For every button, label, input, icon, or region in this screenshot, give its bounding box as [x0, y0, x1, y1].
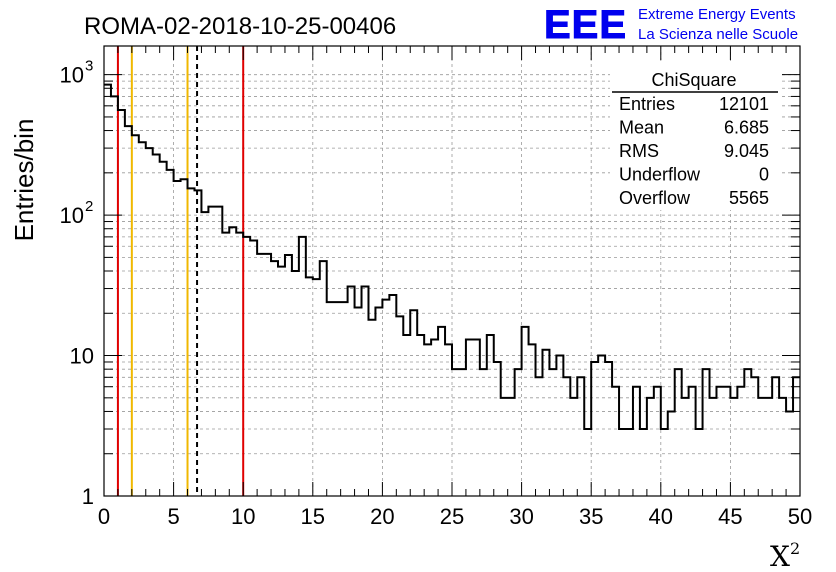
- x-tick-label: 25: [440, 504, 464, 529]
- eee-logo-mark: EEE: [544, 3, 627, 47]
- x-tick-label: 15: [301, 504, 325, 529]
- chart-title: ROMA-02-2018-10-25-00406: [84, 13, 396, 40]
- stats-box-bg: [610, 64, 780, 210]
- stats-row-value: 5565: [729, 188, 769, 208]
- stats-row-label: Underflow: [619, 165, 701, 185]
- x-axis-title: X2: [770, 539, 800, 572]
- y-tick-exponent: 2: [85, 198, 93, 215]
- stats-rows: Entries 12101 Mean 6.685 RMS 9.045 Underflow 0 O…: [619, 94, 769, 208]
- x-tick-label: 40: [649, 504, 673, 529]
- y-axis-title: Entries/bin: [9, 119, 39, 242]
- eee-logo: EEE Extreme Energy Events La Scienza nel…: [544, 3, 799, 48]
- x-axis-title-sup: 2: [790, 539, 800, 558]
- histogram-series: [104, 83, 800, 430]
- y-tick-label: 10: [60, 203, 84, 228]
- stats-row-value: 9.045: [724, 141, 769, 161]
- stats-row-label: Entries: [619, 94, 675, 114]
- y-tick-label: 1: [82, 484, 94, 509]
- x-tick-label: 20: [370, 504, 394, 529]
- stats-row-label: Overflow: [619, 188, 691, 208]
- x-tick-label: 50: [788, 504, 812, 529]
- stats-row-label: RMS: [619, 141, 659, 161]
- axis-ticks: [103, 46, 801, 497]
- eee-logo-line1: Extreme Energy Events: [638, 6, 796, 23]
- reference-lines: [116, 46, 245, 496]
- x-tick-label: 5: [167, 504, 179, 529]
- stats-row-value: 0: [759, 165, 769, 185]
- x-tick-label: 0: [98, 504, 110, 529]
- y-tick-label: 10: [60, 63, 84, 88]
- x-tick-label: 10: [231, 504, 255, 529]
- stats-row-label: Mean: [619, 118, 664, 138]
- eee-logo-line2: La Scienza nelle Scuole: [638, 26, 798, 43]
- stats-box: ChiSquare Entries 12101 Mean 6.685 RMS 9.045 U…: [610, 64, 780, 210]
- y-tick-exponent: 3: [85, 58, 93, 75]
- y-tick-label: 10: [70, 344, 94, 369]
- x-tick-label: 30: [509, 504, 533, 529]
- stats-row-value: 12101: [719, 94, 769, 114]
- stats-title: ChiSquare: [651, 70, 736, 90]
- stats-row-value: 6.685: [724, 118, 769, 138]
- x-axis-title-base: X: [770, 540, 790, 572]
- x-tick-label: 35: [579, 504, 603, 529]
- x-tick-label: 45: [718, 504, 742, 529]
